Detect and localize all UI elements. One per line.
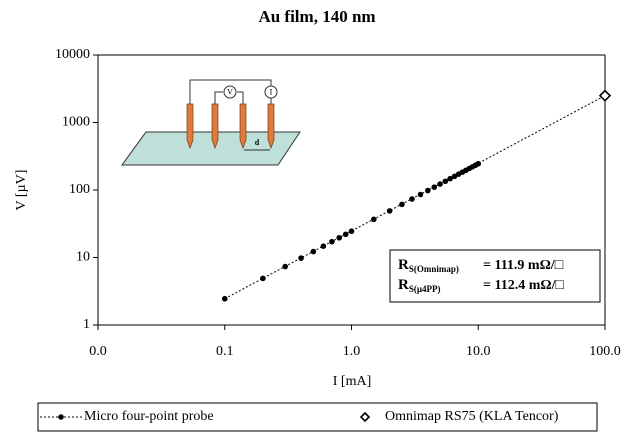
point: [399, 201, 405, 208]
point: [221, 295, 228, 302]
annotation-subscript: S(Omnimap): [409, 264, 459, 274]
probe: [211, 103, 219, 149]
wire: [237, 91, 244, 104]
y-tick-label: 1000: [62, 115, 90, 130]
annotation-symbol: R: [398, 257, 409, 273]
legend-marker: [58, 414, 64, 420]
point: [431, 184, 438, 190]
inset-diagram: V I d: [121, 79, 301, 166]
ammeter-label: I: [270, 87, 273, 96]
point: [320, 243, 327, 250]
x-tick-label: 0.0: [89, 344, 107, 359]
y-tick-label: 10: [76, 250, 90, 265]
point: [371, 216, 377, 223]
annotation-symbol: R: [398, 277, 409, 293]
point: [442, 178, 449, 185]
probe: [267, 103, 275, 149]
probe: [239, 103, 247, 149]
point: [342, 231, 349, 238]
voltmeter: [223, 85, 237, 99]
annotation: RS(Omnimap): [398, 257, 459, 274]
y-tick-label: 10000: [55, 47, 90, 62]
voltmeter-label: V: [227, 87, 233, 96]
legend-box: [37, 402, 598, 432]
annotation-subscript: S(µ4PP): [409, 284, 441, 294]
point: [417, 191, 424, 198]
annotation-box: [389, 249, 601, 303]
point: [475, 160, 482, 167]
point: [310, 248, 317, 255]
point: [598, 89, 612, 102]
ammeter: [264, 85, 278, 99]
y-axis-label: V [µV]: [14, 170, 29, 211]
film-plate: [121, 131, 301, 166]
x-axis-label: I [mA]: [333, 374, 372, 389]
legend-marker: [359, 411, 371, 423]
spacing-label: d: [255, 138, 260, 147]
point: [409, 196, 415, 202]
point: [298, 255, 304, 261]
y-tick-label: 100: [69, 182, 90, 197]
point: [329, 238, 335, 245]
point: [336, 234, 343, 241]
legend-label: Micro four-point probe: [84, 409, 214, 424]
x-tick-label: 100.0: [589, 344, 621, 359]
legend-label: Omnimap RS75 (KLA Tencor): [385, 409, 559, 424]
point: [437, 181, 443, 187]
x-tick-label: 10.0: [466, 344, 491, 359]
point: [447, 175, 453, 182]
point: [386, 208, 393, 214]
wire: [189, 79, 272, 104]
x-tick-label: 0.1: [216, 344, 234, 359]
annotation: RS(µ4PP): [398, 277, 441, 294]
wire: [214, 91, 223, 104]
annotation-value: = 111.9 mΩ/□: [483, 258, 564, 273]
x-tick-label: 1.0: [343, 344, 361, 359]
point: [260, 275, 266, 282]
point: [282, 263, 289, 270]
probe: [186, 103, 194, 149]
annotation-value: = 112.4 mΩ/□: [483, 278, 564, 293]
y-tick-label: 1: [83, 317, 90, 332]
chart-title: Au film, 140 nm: [258, 7, 375, 26]
point: [348, 228, 355, 235]
point: [425, 187, 431, 194]
